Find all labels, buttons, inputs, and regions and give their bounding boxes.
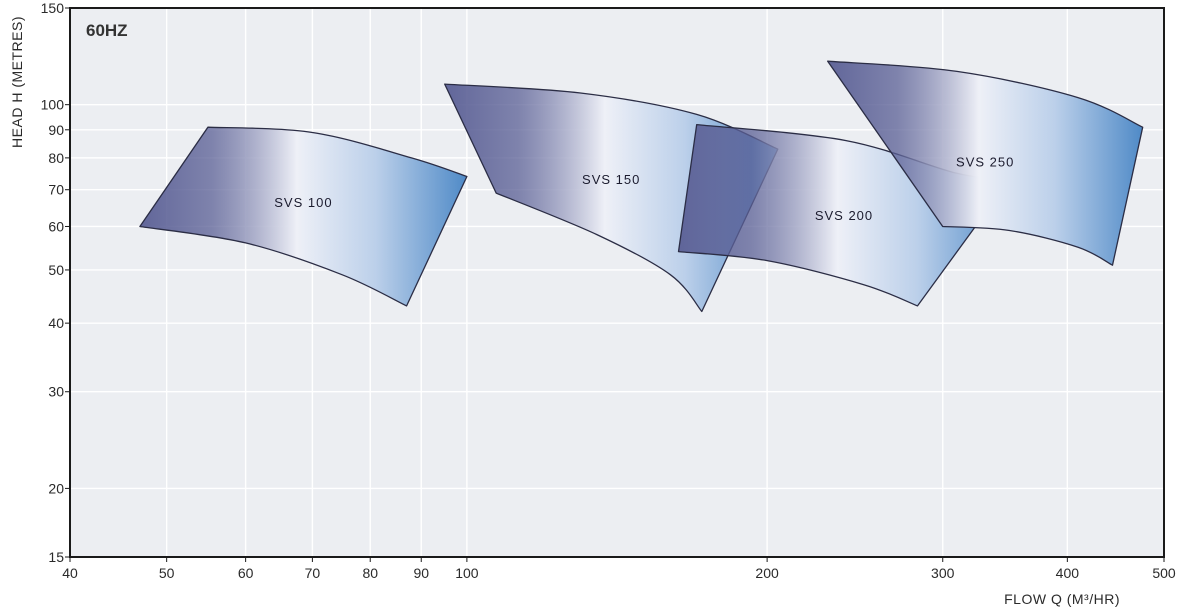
y-tick-label: 60 [48,218,64,234]
region-svs-250 [827,60,1144,266]
y-tick-label: 20 [48,480,64,496]
y-tick-label: 80 [48,150,64,166]
x-tick-label: 60 [238,565,254,581]
x-tick-label: 70 [305,565,321,581]
y-tick-label: 100 [41,97,65,113]
y-tick-label: 150 [41,0,65,16]
x-tick-label: 80 [362,565,378,581]
x-tick-label: 300 [931,565,955,581]
y-tick-label: 30 [48,384,64,400]
frequency-badge: 60HZ [86,21,128,40]
y-tick-label: 15 [48,549,64,565]
y-tick-label: 40 [48,315,64,331]
pump-regions: SVS 100 SVS 150 SVS 200 SVS 250 [139,60,1144,313]
region-label-svs-150: SVS 150 [582,172,640,187]
y-axis-label: HEAD H (METRES) [9,16,25,148]
region-label-svs-250: SVS 250 [956,155,1014,170]
x-tick-label: 200 [755,565,779,581]
plot-frame [69,7,1165,558]
x-tick-label: 400 [1056,565,1080,581]
x-tick-label: 50 [159,565,175,581]
axis-ticks: 40 50 60 70 80 90 100 200 300 400 500 15 20 30 40 50 60 7… [41,0,1176,581]
x-tick-label: 500 [1152,565,1176,581]
x-tick-label: 100 [455,565,479,581]
x-axis-label: FLOW Q (M³/HR) [1004,591,1120,607]
region-label-svs-100: SVS 100 [274,195,332,210]
x-tick-label: 40 [62,565,78,581]
y-tick-label: 50 [48,262,64,278]
region-label-svs-200: SVS 200 [815,208,873,223]
y-tick-label: 70 [48,182,64,198]
region-svs-100 [139,126,468,307]
x-tick-label: 90 [413,565,429,581]
y-tick-label: 90 [48,122,64,138]
